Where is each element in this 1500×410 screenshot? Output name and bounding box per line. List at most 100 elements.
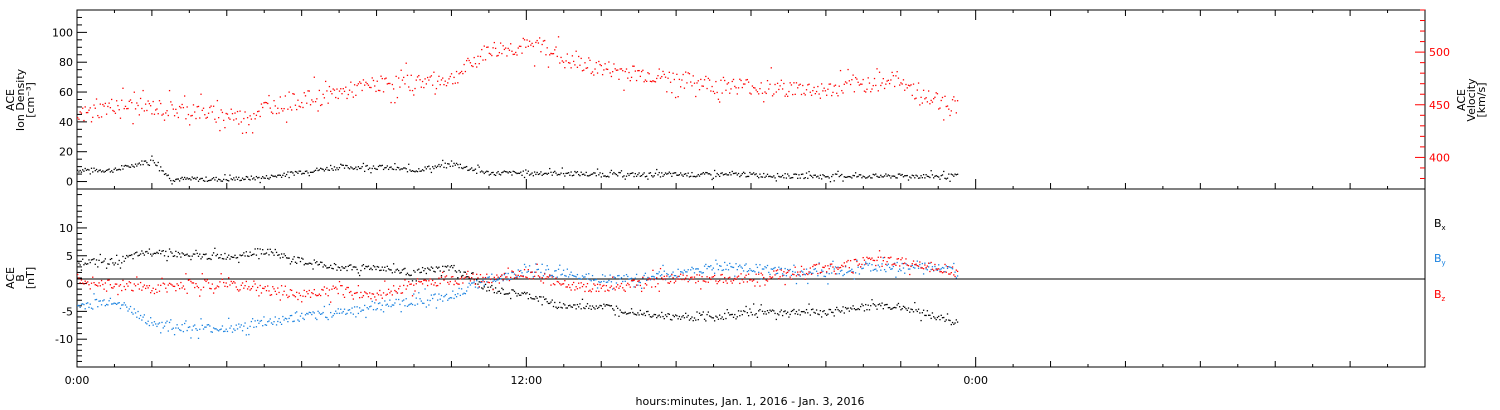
density-tick-label: 60 <box>59 86 73 99</box>
bz-point <box>580 282 582 284</box>
density-point <box>778 175 780 178</box>
density-point <box>160 166 162 168</box>
density-point <box>98 169 100 172</box>
velocity-point <box>815 90 818 93</box>
by-point <box>141 319 143 321</box>
velocity-point <box>348 89 351 91</box>
velocity-point <box>374 85 376 87</box>
bx-point <box>313 259 315 261</box>
density-point <box>920 175 922 177</box>
velocity-point <box>497 54 499 57</box>
bx-point <box>498 290 501 292</box>
bx-point <box>133 253 135 255</box>
bz-point <box>756 281 759 283</box>
by-point <box>595 278 597 281</box>
bx-point <box>561 307 563 309</box>
density-point <box>567 172 570 174</box>
density-point <box>776 172 779 175</box>
density-point <box>398 167 400 169</box>
bx-point <box>396 268 399 270</box>
velocity-point <box>633 65 635 67</box>
velocity-point <box>551 53 553 55</box>
velocity-point <box>604 63 606 65</box>
velocity-point <box>350 81 352 83</box>
velocity-point <box>951 99 954 101</box>
velocity-point <box>570 67 572 69</box>
by-point <box>872 269 874 271</box>
by-point <box>157 323 159 325</box>
bz-point <box>560 284 562 286</box>
bz-point <box>391 294 394 296</box>
velocity-point <box>812 89 814 92</box>
bz-point <box>915 263 917 265</box>
velocity-point <box>793 82 795 84</box>
density-point <box>771 176 774 178</box>
density-point <box>907 179 910 181</box>
bz-point <box>482 276 484 279</box>
by-point <box>153 321 156 323</box>
by-point <box>236 328 239 330</box>
density-point <box>84 167 86 170</box>
bz-point <box>656 277 658 279</box>
bz-point <box>352 298 354 300</box>
by-point <box>201 324 203 327</box>
bx-point <box>360 269 362 272</box>
density-point <box>196 176 198 179</box>
by-point <box>633 286 635 288</box>
by-point <box>950 267 952 269</box>
bz-point <box>720 274 722 276</box>
bx-point <box>638 314 640 316</box>
velocity-point <box>239 110 241 112</box>
bz-point <box>624 290 626 292</box>
bz-point <box>345 288 347 290</box>
bx-point <box>679 318 682 320</box>
bz-point <box>428 280 430 282</box>
bz-point <box>239 289 241 291</box>
velocity-point <box>396 96 399 99</box>
bz-point <box>719 279 721 282</box>
density-point <box>775 180 777 182</box>
by-point <box>202 328 205 330</box>
by-point <box>623 275 625 277</box>
by-point <box>380 309 382 311</box>
velocity-point <box>440 79 443 81</box>
velocity-point <box>886 80 888 82</box>
bx-point <box>268 254 270 256</box>
by-point <box>717 268 720 271</box>
bz-point <box>940 270 942 273</box>
bz-point <box>761 274 764 276</box>
bz-point <box>112 287 114 289</box>
bz-point <box>679 273 682 275</box>
bz-point <box>455 282 458 284</box>
by-point <box>108 300 110 302</box>
by-point <box>797 273 799 276</box>
by-point <box>724 261 726 264</box>
density-point <box>151 155 153 157</box>
velocity-point <box>578 55 580 58</box>
density-point <box>317 169 319 172</box>
by-point <box>511 271 513 274</box>
density-point <box>518 172 521 175</box>
bx-point <box>230 255 232 258</box>
bz-point <box>259 284 261 287</box>
velocity-point <box>823 87 825 89</box>
x-tick-label: 12:00 <box>510 374 542 387</box>
velocity-point <box>365 81 367 83</box>
density-point <box>628 174 630 177</box>
bz-point <box>374 296 376 298</box>
bz-point <box>83 283 85 285</box>
density-point <box>633 175 635 178</box>
density-point <box>953 175 955 177</box>
by-point <box>414 304 416 306</box>
bx-point <box>187 255 190 257</box>
bx-point <box>522 292 524 295</box>
by-point <box>245 334 247 336</box>
bz-point <box>537 275 540 277</box>
by-point <box>117 302 119 304</box>
by-point <box>162 327 164 329</box>
by-point <box>109 297 112 300</box>
velocity-point <box>671 92 673 94</box>
bx-point <box>677 318 679 320</box>
density-point <box>168 177 171 180</box>
by-point <box>163 325 166 327</box>
